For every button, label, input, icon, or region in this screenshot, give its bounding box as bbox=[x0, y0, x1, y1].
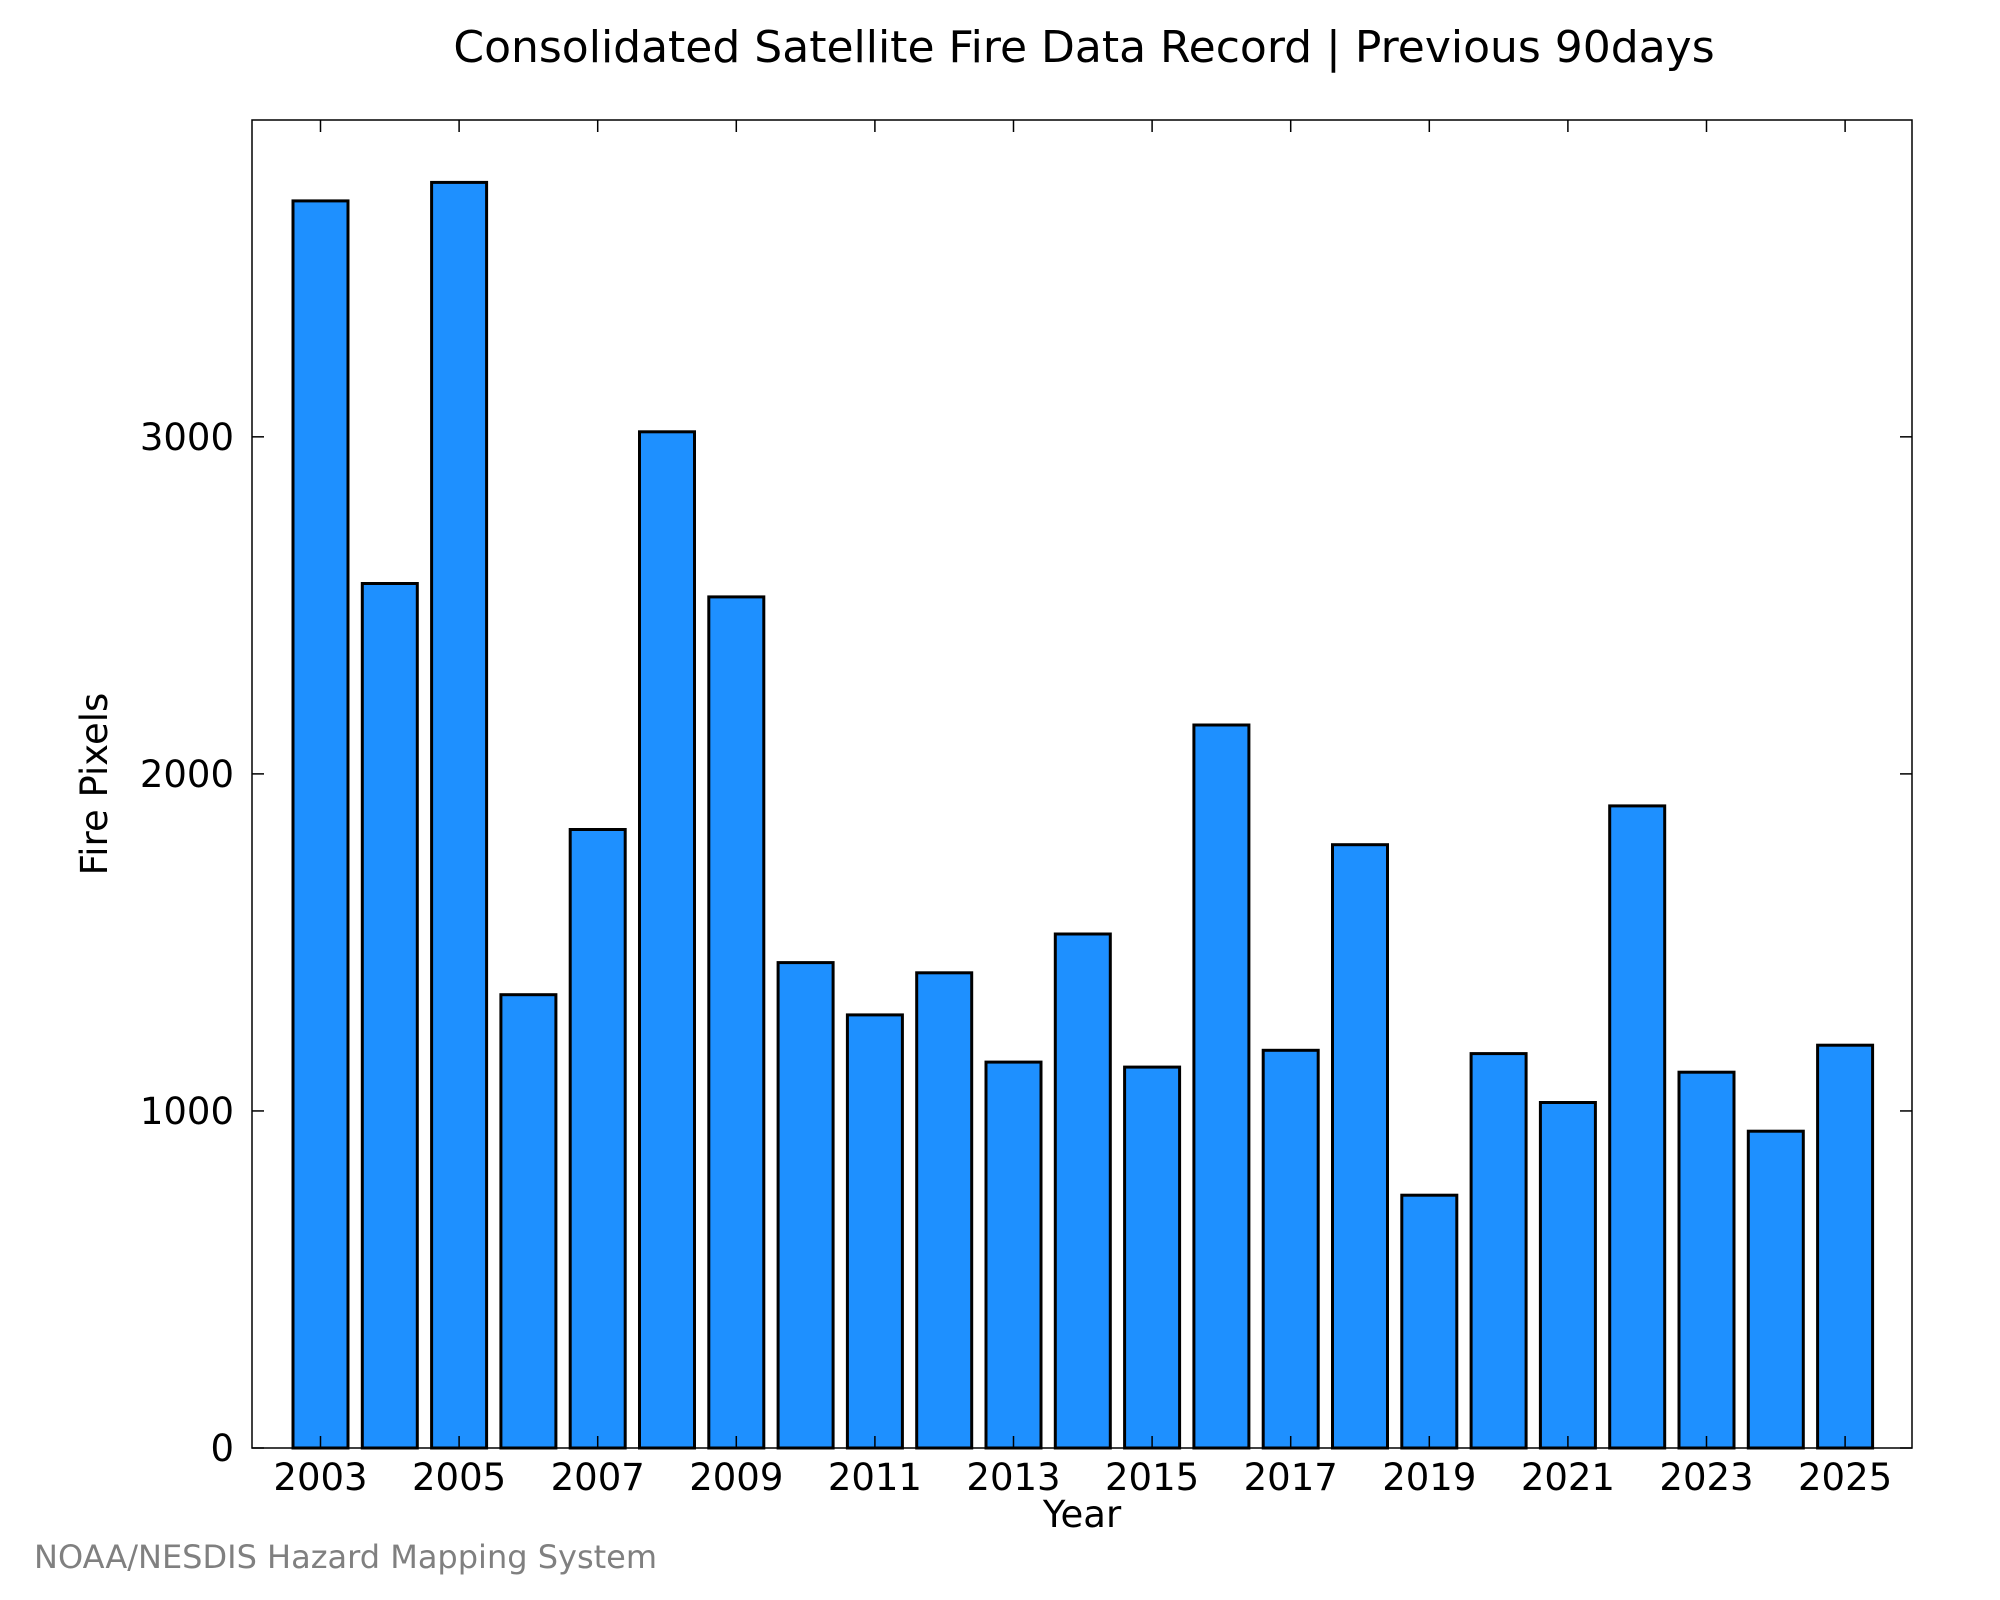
x-tick-label-2013: 2013 bbox=[966, 1456, 1060, 1499]
bar-2019 bbox=[1400, 1193, 1459, 1450]
x-tick-label-2009: 2009 bbox=[689, 1456, 783, 1499]
x-tick-label-2015: 2015 bbox=[1105, 1456, 1199, 1499]
x-tick-label-2011: 2011 bbox=[828, 1456, 922, 1499]
x-tick-label-2025: 2025 bbox=[1798, 1456, 1892, 1499]
bar-2022 bbox=[1608, 804, 1667, 1450]
x-tick-label-2023: 2023 bbox=[1659, 1456, 1753, 1499]
bar-2014 bbox=[1053, 932, 1112, 1450]
bar-2024 bbox=[1746, 1129, 1805, 1450]
y-tick-label-2000: 2000 bbox=[140, 753, 234, 796]
bar-2018 bbox=[1331, 843, 1389, 1450]
chart-title: Consolidated Satellite Fire Data Record … bbox=[453, 22, 1714, 73]
bar-2025 bbox=[1816, 1043, 1875, 1450]
bar-2020 bbox=[1469, 1052, 1528, 1450]
bar-2017 bbox=[1261, 1048, 1320, 1450]
y-tick-label-3000: 3000 bbox=[140, 416, 234, 459]
bar-2012 bbox=[915, 971, 974, 1450]
plot-frame bbox=[251, 119, 1913, 1449]
bar-2006 bbox=[499, 993, 558, 1450]
bar-2009 bbox=[707, 595, 766, 1450]
x-ticks-group: 2003 2005 2007 2009 2011 2013 2015 2017 2019 2021… bbox=[273, 120, 1892, 1499]
y-tick-label-0: 0 bbox=[210, 1427, 234, 1470]
bar-2016 bbox=[1192, 723, 1251, 1450]
x-tick-label-2019: 2019 bbox=[1382, 1456, 1476, 1499]
bar-2015 bbox=[1123, 1065, 1182, 1450]
x-tick-label-2017: 2017 bbox=[1244, 1456, 1338, 1499]
bar-2013 bbox=[984, 1060, 1043, 1450]
y-tick-label-1000: 1000 bbox=[140, 1090, 234, 1133]
bar-2007 bbox=[568, 828, 627, 1450]
y-ticks-group: 0 1000 2000 3000 bbox=[140, 416, 1912, 1470]
x-tick-label-2021: 2021 bbox=[1521, 1456, 1615, 1499]
bar-2021 bbox=[1538, 1101, 1597, 1450]
bar-2010 bbox=[776, 961, 835, 1450]
credit-text: NOAA/NESDIS Hazard Mapping System bbox=[34, 1538, 657, 1576]
x-tick-label-2007: 2007 bbox=[551, 1456, 645, 1499]
bar-2005 bbox=[430, 180, 489, 1450]
bars-group bbox=[291, 180, 1875, 1450]
bar-2023 bbox=[1677, 1070, 1736, 1450]
bar-2011 bbox=[845, 1013, 904, 1450]
x-tick-label-2003: 2003 bbox=[273, 1456, 367, 1499]
x-axis-label: Year bbox=[1042, 1493, 1122, 1536]
bar-2008 bbox=[638, 430, 696, 1450]
y-axis-label: Fire Pixels bbox=[73, 693, 116, 876]
bar-2003 bbox=[291, 199, 350, 1450]
bar-2004 bbox=[360, 582, 419, 1450]
x-tick-label-2005: 2005 bbox=[412, 1456, 506, 1499]
